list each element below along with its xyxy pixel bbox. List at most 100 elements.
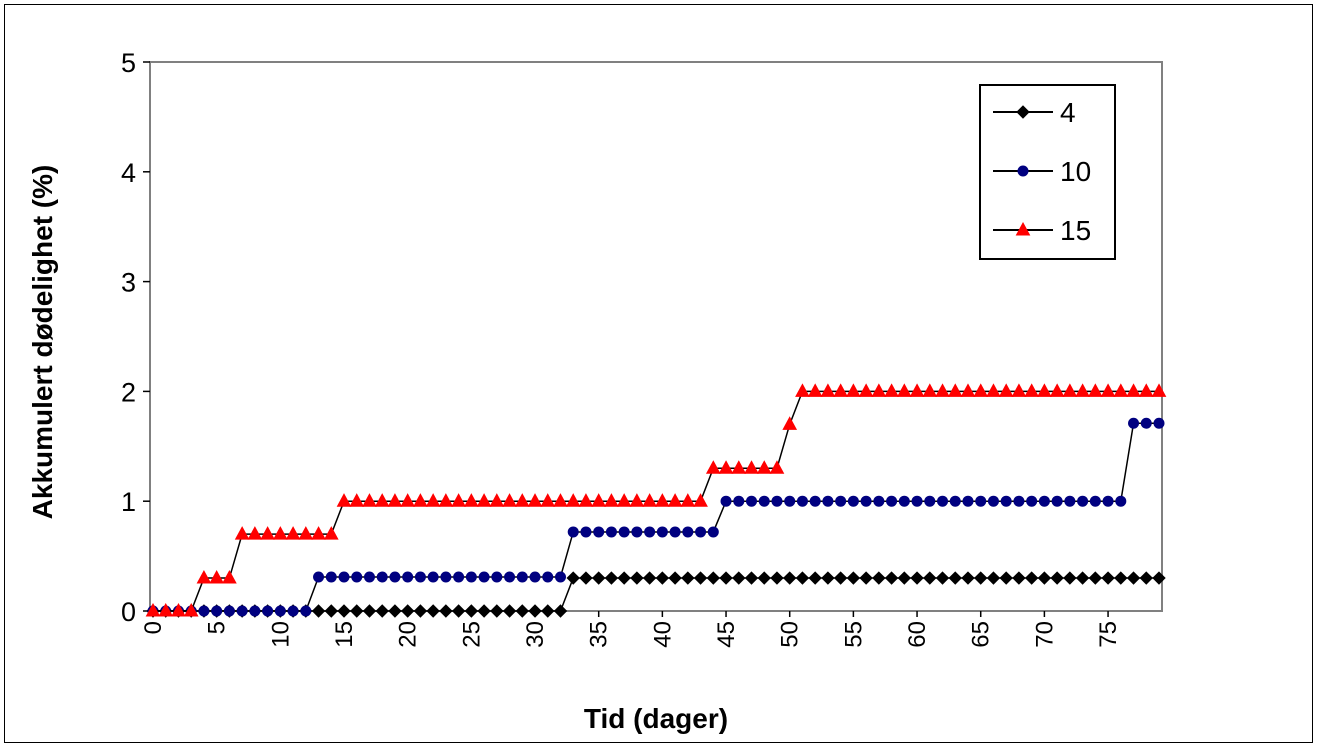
data-point-4	[923, 571, 937, 585]
data-point-10	[962, 495, 974, 507]
x-tick-label: 5	[204, 621, 231, 634]
data-point-10	[1013, 495, 1025, 507]
data-point-10	[554, 571, 566, 583]
data-point-10	[363, 571, 375, 583]
data-point-4	[528, 604, 542, 618]
data-point-4	[311, 604, 326, 618]
data-point-10	[835, 495, 847, 507]
data-point-15	[1024, 383, 1039, 397]
data-point-10	[937, 495, 949, 507]
data-point-15	[247, 526, 263, 540]
data-point-15	[1113, 383, 1129, 397]
data-point-15	[947, 383, 963, 397]
data-point-4	[808, 571, 822, 585]
data-point-15	[795, 383, 810, 397]
data-point-10	[402, 571, 414, 583]
data-point-10	[529, 571, 541, 583]
data-point-15	[209, 570, 225, 584]
data-point-10	[1051, 495, 1063, 507]
data-point-10	[1128, 417, 1140, 429]
data-point-15	[451, 493, 466, 507]
data-point-10	[1064, 495, 1076, 507]
data-point-15	[846, 383, 861, 397]
data-point-10	[198, 605, 210, 617]
data-point-10	[796, 495, 808, 507]
data-point-10	[313, 571, 325, 583]
data-point-10	[542, 571, 554, 583]
data-point-4	[948, 571, 962, 585]
data-point-15	[1011, 383, 1027, 397]
series-layer	[145, 383, 1167, 618]
data-point-15	[502, 493, 517, 507]
data-point-10	[249, 605, 261, 617]
x-tick-label: 60	[904, 621, 931, 648]
data-point-10	[1077, 495, 1089, 507]
data-point-4	[375, 604, 389, 618]
data-point-4	[553, 604, 568, 618]
data-point-4	[630, 571, 644, 585]
data-point-15	[553, 493, 568, 507]
data-point-15	[935, 383, 950, 397]
data-point-4	[795, 571, 810, 585]
data-point-10	[873, 495, 885, 507]
y-tick-label: 1	[121, 487, 136, 517]
data-point-4	[1063, 571, 1077, 585]
data-point-4	[400, 604, 415, 618]
data-point-4	[668, 571, 682, 585]
x-tick-label: 25	[458, 621, 485, 648]
x-tick-label: 55	[840, 621, 867, 648]
data-point-15	[1037, 383, 1052, 397]
data-point-15	[234, 526, 250, 540]
x-tick-label: 30	[522, 621, 549, 648]
data-point-4	[579, 571, 593, 585]
data-point-10	[478, 571, 490, 583]
data-point-4	[821, 571, 835, 585]
data-point-4	[1088, 571, 1103, 585]
legend-marker-15	[1015, 221, 1031, 236]
legend: 4 10 15	[979, 84, 1116, 260]
data-point-15	[973, 383, 989, 397]
data-point-4	[1139, 571, 1153, 585]
data-point-15	[718, 460, 734, 474]
data-point-15	[362, 493, 377, 507]
data-point-10	[669, 526, 681, 538]
chart-frame	[4, 4, 1313, 743]
data-point-10	[491, 571, 503, 583]
data-point-15	[1138, 383, 1154, 397]
data-point-15	[145, 602, 161, 617]
data-point-4	[770, 571, 784, 585]
data-point-15	[527, 493, 543, 507]
data-point-10	[236, 605, 248, 617]
data-point-10	[771, 495, 783, 507]
data-point-4	[515, 604, 529, 618]
data-point-15	[158, 602, 174, 617]
data-point-4	[413, 604, 428, 618]
x-tick-label: 70	[1031, 621, 1058, 648]
data-point-10	[300, 605, 312, 617]
data-point-15	[680, 493, 696, 507]
data-point-15	[616, 493, 632, 507]
data-point-10	[720, 495, 732, 507]
data-point-15	[425, 493, 441, 507]
data-point-4	[642, 571, 657, 585]
data-point-15	[655, 493, 670, 507]
data-point-10	[975, 495, 987, 507]
data-point-15	[1062, 383, 1078, 397]
data-point-10	[605, 526, 617, 538]
data-point-15	[604, 493, 619, 507]
data-point-10	[262, 605, 274, 617]
legend-marker-4	[1016, 105, 1030, 119]
data-point-4	[490, 604, 504, 618]
data-point-15	[464, 493, 479, 507]
legend-label: 15	[1060, 215, 1091, 246]
data-point-4	[541, 604, 555, 618]
x-tick-label: 35	[586, 621, 613, 648]
series-15	[145, 383, 1167, 617]
data-point-15	[540, 493, 556, 507]
data-point-10	[351, 571, 363, 583]
data-point-10	[567, 526, 579, 538]
y-tick-label: 0	[121, 597, 136, 627]
data-point-15	[374, 493, 390, 507]
x-tick-label: 50	[777, 621, 804, 648]
